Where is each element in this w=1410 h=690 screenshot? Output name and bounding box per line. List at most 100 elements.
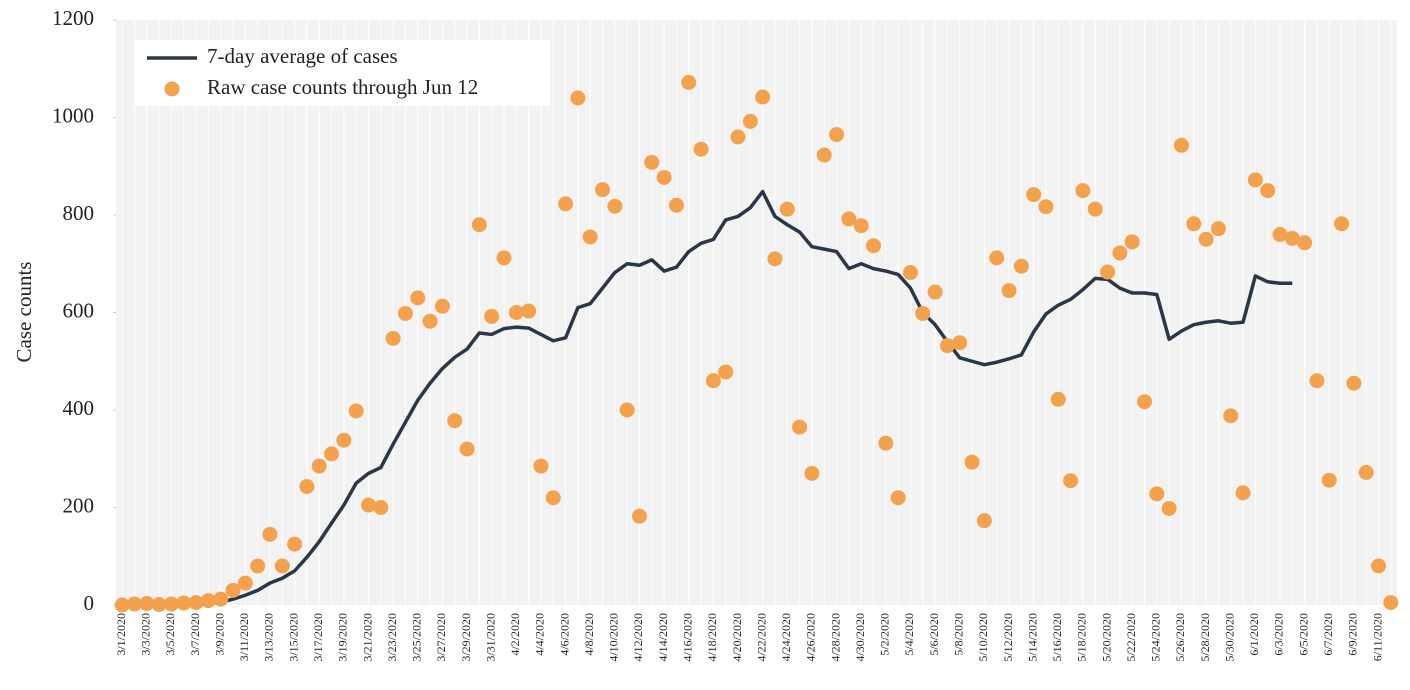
x-tick-label: 3/13/2020	[262, 613, 276, 662]
point	[1149, 486, 1165, 502]
point	[816, 147, 832, 163]
point	[225, 582, 241, 598]
x-tick-label: 4/18/2020	[705, 613, 719, 662]
point	[1038, 199, 1054, 215]
point	[878, 435, 894, 451]
point	[718, 364, 734, 380]
x-tick-label: 3/15/2020	[286, 613, 300, 662]
point	[1100, 264, 1116, 280]
point	[1223, 408, 1239, 424]
y-tick-label: 400	[63, 396, 95, 420]
point	[1136, 394, 1152, 410]
point	[890, 490, 906, 506]
point	[250, 558, 266, 574]
point	[1247, 172, 1263, 188]
x-tick-label: 3/7/2020	[188, 613, 202, 656]
point	[841, 211, 857, 227]
x-tick-label: 5/10/2020	[976, 613, 990, 662]
x-tick-label: 5/12/2020	[1001, 613, 1015, 662]
point	[705, 373, 721, 389]
point	[484, 308, 500, 324]
point	[755, 89, 771, 105]
point	[1186, 216, 1202, 232]
point	[361, 497, 377, 513]
y-tick-label: 800	[63, 201, 95, 225]
x-tick-label: 5/18/2020	[1075, 613, 1089, 662]
point	[447, 413, 463, 429]
point	[373, 500, 389, 515]
x-tick-label: 5/22/2020	[1124, 613, 1138, 662]
x-tick-label: 5/2/2020	[878, 613, 892, 656]
point	[792, 419, 808, 435]
point	[767, 251, 783, 267]
point	[1383, 595, 1399, 611]
legend-swatch	[164, 81, 180, 97]
point	[939, 338, 955, 354]
point	[324, 446, 340, 462]
y-tick-label: 0	[84, 591, 95, 615]
point	[730, 129, 746, 145]
x-tick-label: 6/7/2020	[1321, 613, 1335, 656]
x-tick-label: 5/30/2020	[1222, 613, 1236, 662]
point	[311, 458, 327, 474]
x-tick-label: 3/5/2020	[163, 613, 177, 656]
point	[1321, 472, 1337, 488]
point	[1371, 558, 1387, 574]
point	[336, 432, 352, 448]
plot-area	[116, 20, 1397, 605]
x-tick-label: 6/5/2020	[1296, 613, 1310, 656]
point	[385, 330, 401, 346]
x-tick-label: 5/26/2020	[1173, 613, 1187, 662]
point	[1260, 183, 1276, 199]
point	[397, 305, 413, 321]
x-tick-label: 4/4/2020	[533, 613, 547, 656]
point	[287, 536, 303, 552]
point	[508, 305, 524, 320]
x-tick-label: 5/8/2020	[951, 613, 965, 656]
point	[1272, 227, 1288, 242]
x-tick-label: 4/6/2020	[557, 613, 571, 656]
point	[1161, 500, 1177, 516]
point	[1297, 235, 1313, 251]
point	[1124, 234, 1140, 250]
x-tick-label: 3/31/2020	[483, 613, 497, 662]
point	[299, 479, 315, 495]
point	[163, 596, 179, 612]
x-tick-label: 4/8/2020	[582, 613, 596, 656]
point	[779, 201, 795, 217]
point	[1050, 391, 1066, 407]
x-tick-label: 6/3/2020	[1272, 613, 1286, 656]
line	[208, 189, 1293, 606]
point	[521, 303, 537, 319]
point	[1063, 473, 1079, 489]
x-tick-label: 3/1/2020	[114, 613, 128, 656]
x-tick-label: 5/20/2020	[1099, 613, 1113, 662]
x-tick-label: 3/9/2020	[212, 613, 226, 656]
point	[829, 127, 845, 143]
point	[1358, 464, 1374, 480]
point	[1087, 201, 1103, 217]
point	[1026, 187, 1042, 203]
point	[1198, 231, 1214, 247]
point	[262, 526, 278, 542]
y-tick-label: 1000	[52, 103, 94, 127]
point	[582, 229, 598, 245]
point	[866, 238, 882, 254]
point	[213, 591, 229, 607]
point	[631, 508, 647, 524]
legend-label: Raw case counts through Jun 12	[207, 75, 478, 99]
point	[434, 298, 450, 314]
x-tick-label: 3/29/2020	[459, 613, 473, 662]
point	[471, 217, 487, 233]
point	[237, 575, 253, 591]
x-tick-label: 4/12/2020	[631, 613, 645, 662]
y-tick-label: 200	[63, 493, 95, 517]
x-tick-label: 4/14/2020	[656, 613, 670, 662]
x-tick-label: 4/10/2020	[607, 613, 621, 662]
x-tick-label: 3/3/2020	[139, 613, 153, 656]
point	[1334, 216, 1350, 232]
x-tick-label: 3/25/2020	[410, 613, 424, 662]
legend-label: 7-day average of cases	[207, 44, 398, 68]
